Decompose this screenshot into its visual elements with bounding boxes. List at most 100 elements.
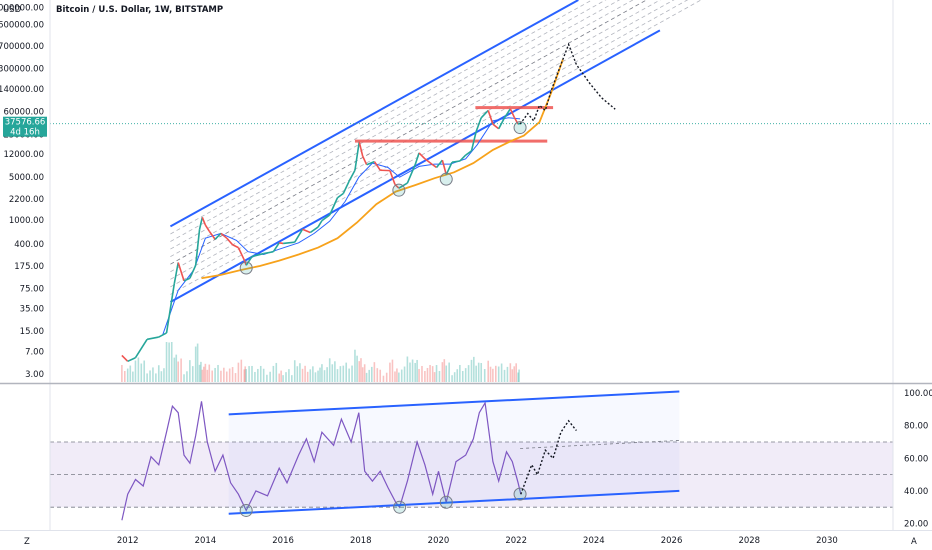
volume-bar bbox=[414, 362, 416, 382]
price-segment[interactable] bbox=[208, 230, 216, 240]
channel-level-line bbox=[170, 0, 593, 235]
moving-average-slow-line[interactable] bbox=[201, 59, 564, 280]
channel-upper-line[interactable] bbox=[169, 0, 579, 228]
volume-bar bbox=[354, 349, 356, 382]
price-segment[interactable] bbox=[121, 354, 129, 362]
volume-bar bbox=[445, 365, 448, 382]
price-segment[interactable] bbox=[451, 160, 460, 163]
price-segment[interactable] bbox=[214, 232, 222, 240]
price-segment[interactable] bbox=[173, 262, 179, 284]
price-segment[interactable] bbox=[465, 150, 472, 156]
price-segment[interactable] bbox=[201, 216, 207, 226]
price-segment[interactable] bbox=[492, 123, 500, 130]
rsi-line[interactable] bbox=[121, 401, 522, 521]
rsi-bottom-marker-circle[interactable] bbox=[393, 500, 407, 514]
price-segment[interactable] bbox=[283, 241, 295, 245]
volume-bar bbox=[451, 375, 453, 382]
price-segment[interactable] bbox=[165, 283, 176, 334]
price-segment[interactable] bbox=[272, 242, 280, 253]
price-segment[interactable] bbox=[134, 338, 148, 359]
price-segment[interactable] bbox=[317, 220, 323, 228]
price-segment[interactable] bbox=[294, 228, 304, 243]
price-segment[interactable] bbox=[441, 159, 448, 175]
price-segment[interactable] bbox=[177, 262, 185, 282]
price-segment[interactable] bbox=[509, 108, 515, 118]
price-segment[interactable] bbox=[183, 277, 191, 282]
volume-bar bbox=[379, 369, 382, 382]
price-segment[interactable] bbox=[328, 197, 339, 216]
volume-bar bbox=[453, 372, 456, 382]
rsi-upper-trend-line[interactable] bbox=[228, 390, 680, 416]
volume-bar bbox=[257, 368, 259, 382]
volume-bar bbox=[175, 354, 178, 382]
price-segment[interactable] bbox=[348, 169, 356, 182]
price-segment[interactable] bbox=[198, 217, 204, 230]
price-tick-label: 2200.00 bbox=[9, 195, 44, 205]
price-segment[interactable] bbox=[302, 228, 311, 234]
price-segment[interactable] bbox=[487, 110, 494, 125]
rsi-lower-trend-line[interactable] bbox=[228, 489, 680, 515]
bottom-marker-circle[interactable] bbox=[439, 172, 453, 186]
price-segment[interactable] bbox=[263, 250, 274, 255]
price-segment[interactable] bbox=[127, 356, 136, 363]
volume-bar bbox=[470, 359, 473, 382]
price-segment[interactable] bbox=[194, 229, 201, 266]
price-segment[interactable] bbox=[373, 161, 381, 171]
price-pane[interactable] bbox=[50, 0, 932, 382]
price-segment[interactable] bbox=[418, 152, 426, 160]
price-tick-label: 35.00 bbox=[20, 305, 44, 315]
price-segment[interactable] bbox=[503, 108, 512, 119]
price-segment[interactable] bbox=[414, 152, 420, 165]
resistance-zone[interactable] bbox=[475, 106, 554, 110]
bottom-marker-circle[interactable] bbox=[239, 261, 253, 275]
price-segment[interactable] bbox=[432, 164, 438, 169]
price-segment[interactable] bbox=[445, 161, 453, 175]
price-segment[interactable] bbox=[321, 214, 331, 222]
price-segment[interactable] bbox=[309, 226, 319, 234]
resistance-zone[interactable] bbox=[354, 139, 548, 143]
projection-path[interactable] bbox=[519, 42, 616, 125]
price-segment[interactable] bbox=[279, 242, 284, 245]
price-segment[interactable] bbox=[475, 117, 482, 132]
price-segment[interactable] bbox=[337, 192, 344, 199]
rsi-projection-path[interactable] bbox=[520, 419, 577, 495]
price-segment[interactable] bbox=[226, 237, 234, 246]
price-segment[interactable] bbox=[389, 170, 396, 185]
price-segment[interactable] bbox=[361, 155, 368, 166]
price-segment[interactable] bbox=[204, 224, 210, 232]
price-segment[interactable] bbox=[480, 109, 489, 119]
price-segment[interactable] bbox=[251, 252, 264, 258]
price-segment[interactable] bbox=[237, 247, 245, 261]
price-segment[interactable] bbox=[497, 117, 506, 130]
price-segment[interactable] bbox=[146, 336, 159, 341]
price-segment[interactable] bbox=[354, 141, 361, 171]
volume-bar bbox=[146, 373, 148, 382]
price-segment[interactable] bbox=[513, 116, 519, 125]
rsi-bottom-marker-circle[interactable] bbox=[513, 487, 527, 501]
price-segment[interactable] bbox=[342, 180, 350, 194]
price-segment[interactable] bbox=[424, 158, 434, 166]
volume-bar bbox=[245, 369, 247, 382]
rsi-bottom-marker-circle[interactable] bbox=[439, 495, 453, 509]
price-segment[interactable] bbox=[189, 264, 197, 279]
price-segment[interactable] bbox=[220, 232, 228, 239]
rsi-mid-trend-line[interactable] bbox=[520, 440, 680, 449]
rsi-bottom-marker-circle[interactable] bbox=[239, 503, 253, 517]
price-segment[interactable] bbox=[459, 154, 467, 162]
bottom-marker-circle[interactable] bbox=[513, 121, 527, 135]
price-tick-label: 1600000.00 bbox=[0, 20, 44, 30]
price-segment[interactable] bbox=[406, 164, 416, 184]
price-segment[interactable] bbox=[358, 141, 364, 157]
volume-bar bbox=[259, 365, 262, 382]
auto-scale-button[interactable]: A bbox=[911, 537, 917, 547]
rsi-pane[interactable] bbox=[50, 390, 893, 521]
price-segment[interactable] bbox=[232, 244, 239, 249]
bottom-marker-circle[interactable] bbox=[392, 183, 406, 197]
price-segment[interactable] bbox=[245, 256, 253, 266]
price-segment[interactable] bbox=[158, 332, 167, 338]
price-segment[interactable] bbox=[470, 131, 477, 152]
timezone-button[interactable]: Z bbox=[24, 537, 30, 547]
price-segment[interactable] bbox=[366, 160, 375, 166]
price-segment[interactable] bbox=[435, 159, 443, 168]
volume-bar bbox=[301, 368, 304, 382]
